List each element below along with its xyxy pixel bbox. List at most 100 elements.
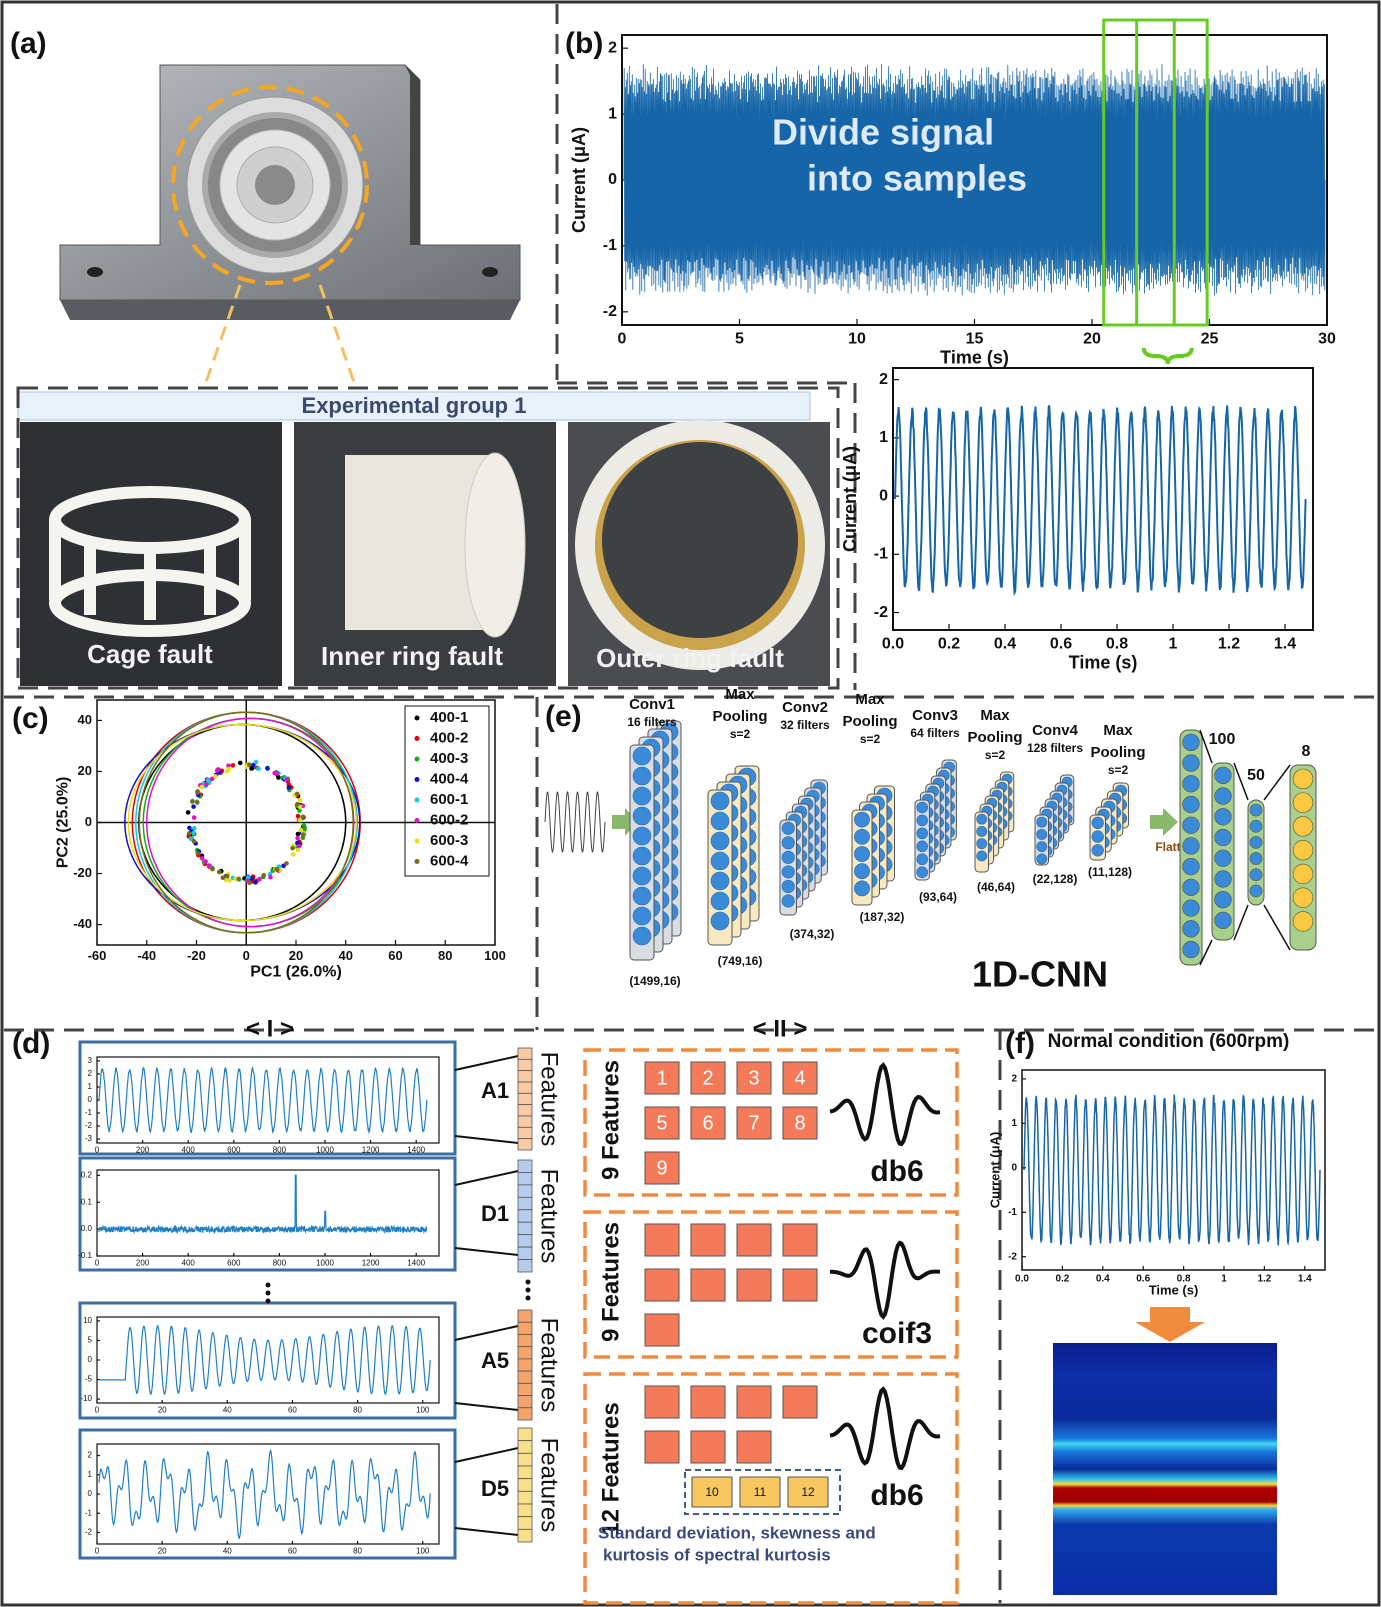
- x-tick-label: 1000: [316, 1145, 334, 1154]
- cluster-dot: [191, 831, 196, 836]
- feature-cell: [518, 1160, 532, 1172]
- neuron: [917, 854, 928, 865]
- feature-number: 4: [794, 1067, 805, 1089]
- layer-detail: 64 filters: [910, 726, 960, 740]
- y-tick-label: -5: [85, 1375, 93, 1384]
- x-tick-label: 400: [182, 1145, 196, 1154]
- x-tick-label: 100: [484, 948, 506, 963]
- y-tick-label: 2: [879, 371, 888, 388]
- neuron: [633, 767, 651, 785]
- feature-cell: [518, 1260, 532, 1272]
- neuron: [1215, 829, 1232, 846]
- layer-name: Conv3: [912, 707, 958, 724]
- cluster-dot: [296, 848, 301, 853]
- x-tick-label: 20: [158, 1405, 167, 1414]
- wavelet-name: db6: [870, 1479, 923, 1512]
- x-tick-label: 60: [288, 1546, 297, 1555]
- feature-cell: [518, 1210, 532, 1222]
- x-axis-label: Time (s): [1069, 652, 1138, 672]
- y-tick-label: -1: [1008, 1207, 1017, 1218]
- feature-square: [737, 1224, 771, 1256]
- feature-cell: [518, 1408, 532, 1420]
- annotation: Divide signal: [772, 112, 994, 153]
- feature-cell: [518, 1310, 532, 1322]
- cluster-dot: [199, 785, 204, 790]
- x-tick-label: 100: [416, 1546, 430, 1555]
- feature-cell: [518, 1093, 532, 1104]
- x-axis-label: Time (s): [940, 347, 1009, 367]
- neuron: [1215, 891, 1232, 908]
- feature-cell: [518, 1479, 532, 1492]
- x-tick-label: 20: [289, 948, 303, 963]
- y-tick-label: -2: [603, 303, 617, 320]
- legend-marker: [415, 798, 420, 803]
- feature-number: 10: [705, 1485, 719, 1499]
- y-tick-label: -10: [80, 1394, 92, 1403]
- y-tick-label: 2: [608, 39, 617, 56]
- feature-cell: [518, 1082, 532, 1093]
- layer-name: Max: [855, 691, 885, 708]
- feature-number: 12: [801, 1485, 815, 1499]
- x-tick-label: 0.0: [882, 636, 904, 653]
- cluster-dot: [301, 832, 306, 837]
- feature-number: 3: [748, 1067, 759, 1089]
- feature-number: 11: [754, 1485, 767, 1499]
- x-tick-label: 1200: [362, 1258, 380, 1267]
- ellipsis-dot: [526, 1280, 531, 1285]
- x-tick-label: 400: [182, 1258, 196, 1267]
- feature-count: 12 Features: [597, 1402, 624, 1535]
- cluster-dot: [190, 799, 195, 804]
- y-tick-label: 2: [1011, 1074, 1017, 1085]
- dense-size: 50: [1247, 767, 1265, 784]
- level-label: A5: [481, 1348, 509, 1373]
- neuron: [711, 852, 729, 870]
- feature-cell: [518, 1466, 532, 1479]
- y-tick-label: 40: [78, 712, 92, 727]
- neuron: [1092, 817, 1104, 829]
- feature-cell: [518, 1322, 532, 1334]
- feature-number: 5: [656, 1112, 667, 1134]
- neuron: [1037, 829, 1047, 839]
- cluster-dot: [213, 774, 218, 779]
- layer-name: Pooling: [1091, 744, 1146, 761]
- feature-square: [783, 1386, 817, 1418]
- cluster-dot: [301, 814, 306, 819]
- neuron: [1250, 836, 1262, 848]
- y-tick-label: -20: [73, 865, 92, 880]
- feature-square: [783, 1224, 817, 1256]
- legend-marker: [415, 818, 420, 823]
- cnn-title: 1D-CNN: [972, 954, 1108, 995]
- cluster-dot: [295, 792, 300, 797]
- x-tick-label: 40: [223, 1546, 232, 1555]
- y-tick-label: 0.1: [81, 1197, 93, 1206]
- layer-shape: (374,32): [790, 927, 835, 941]
- x-tick-label: 1.4: [1274, 636, 1296, 653]
- spectrogram: [1053, 1307, 1277, 1595]
- x-tick-label: 60: [388, 948, 402, 963]
- cluster-dot: [247, 880, 252, 885]
- cluster-dot: [284, 861, 289, 866]
- neuron: [711, 792, 729, 810]
- feature-cell: [518, 1105, 532, 1116]
- legend-marker: [415, 757, 420, 762]
- neuron: [633, 807, 651, 825]
- feature-number: 7: [748, 1112, 759, 1134]
- layer-name: Conv4: [1032, 722, 1079, 739]
- feature-number: 6: [702, 1112, 713, 1134]
- plot-frame: [97, 1317, 439, 1403]
- layer-shape: (46,64): [977, 880, 1015, 894]
- x-tick-label: 1400: [407, 1145, 425, 1154]
- layer-detail: 16 filters: [627, 715, 677, 729]
- neuron: [1183, 755, 1200, 772]
- x-tick-label: 0.6: [1050, 636, 1072, 653]
- cluster-dot: [195, 789, 200, 794]
- feature-count: 9 Features: [597, 1222, 624, 1342]
- layer-shape: (93,64): [919, 890, 957, 904]
- group-title: Experimental group 1: [302, 393, 527, 418]
- y-tick-label: -2: [874, 604, 888, 621]
- feature-count: 9 Features: [597, 1060, 624, 1180]
- neuron: [1250, 804, 1262, 816]
- layer-name: Pooling: [843, 713, 898, 730]
- feature-square: [691, 1269, 725, 1301]
- feature-cell: [518, 1453, 532, 1466]
